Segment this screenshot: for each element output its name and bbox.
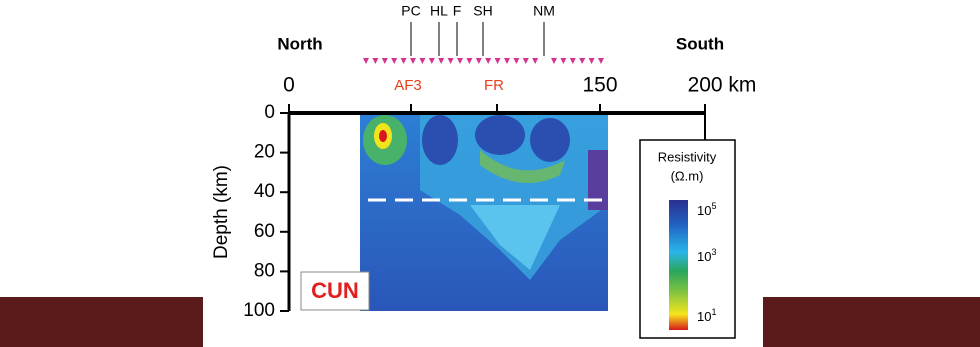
station-marker: [475, 58, 482, 64]
station-marker: [381, 58, 388, 64]
legend-exp: 3: [711, 247, 716, 257]
station-marker: [494, 58, 501, 64]
station-marker: [560, 58, 567, 64]
station-label: HL: [430, 3, 448, 19]
station-marker: [400, 58, 407, 64]
station-label: PC: [401, 3, 420, 19]
station-marker: [598, 58, 604, 64]
station-marker: [457, 58, 463, 64]
station-marker: [532, 58, 539, 64]
station-marker: [579, 58, 586, 64]
station-marker: [372, 58, 379, 64]
feature-label: FR: [484, 77, 504, 94]
y-tick-label: 60: [254, 221, 275, 242]
station-marker: [551, 58, 557, 64]
colorbar: [669, 200, 688, 330]
station-marker: [569, 58, 576, 64]
station-marker: [363, 58, 369, 64]
station-label: SH: [473, 3, 492, 19]
station-marker: [410, 58, 416, 64]
site-box: [300, 271, 370, 311]
station-label: F: [453, 3, 462, 19]
station-marker: [588, 58, 595, 64]
resistivity-section: [360, 113, 608, 311]
station-label: NM: [533, 3, 555, 19]
north-label: North: [277, 34, 322, 53]
legend-exp: 5: [711, 201, 716, 211]
station-marker: [485, 58, 492, 64]
station-marker: [447, 58, 454, 64]
legend-unit: (Ω.m): [671, 168, 704, 183]
station-marker: [466, 58, 473, 64]
site-label: CUN: [311, 278, 359, 303]
x-tick-label: 200 km: [688, 74, 757, 97]
feature-label: AF3: [394, 77, 422, 94]
legend-label: 101: [697, 307, 716, 324]
legend-label: 105: [697, 201, 716, 218]
station-marker: [504, 58, 510, 64]
y-tick-label: 80: [254, 260, 275, 281]
y-tick-label: 40: [254, 181, 275, 202]
legend-base: 10: [697, 309, 711, 324]
y-tick-label: 20: [254, 142, 275, 163]
station-marker: [419, 58, 426, 64]
station-marker: [391, 58, 398, 64]
legend-exp: 1: [711, 307, 716, 317]
legend-title: Resistivity: [658, 149, 717, 164]
south-label: South: [676, 34, 724, 53]
station-marker: [428, 58, 435, 64]
x-tick-label: 150: [582, 74, 617, 97]
y-tick-label: 0: [264, 102, 275, 123]
y-axis-label: Depth (km): [211, 165, 232, 259]
legend-base: 10: [697, 203, 711, 218]
station-marker: [438, 58, 445, 64]
legend-label: 103: [697, 247, 716, 264]
station-marker: [513, 58, 520, 64]
legend-base: 10: [697, 249, 711, 264]
station-marker: [522, 58, 529, 64]
x-tick-label: 0: [283, 74, 295, 97]
y-tick-label: 100: [243, 300, 275, 321]
